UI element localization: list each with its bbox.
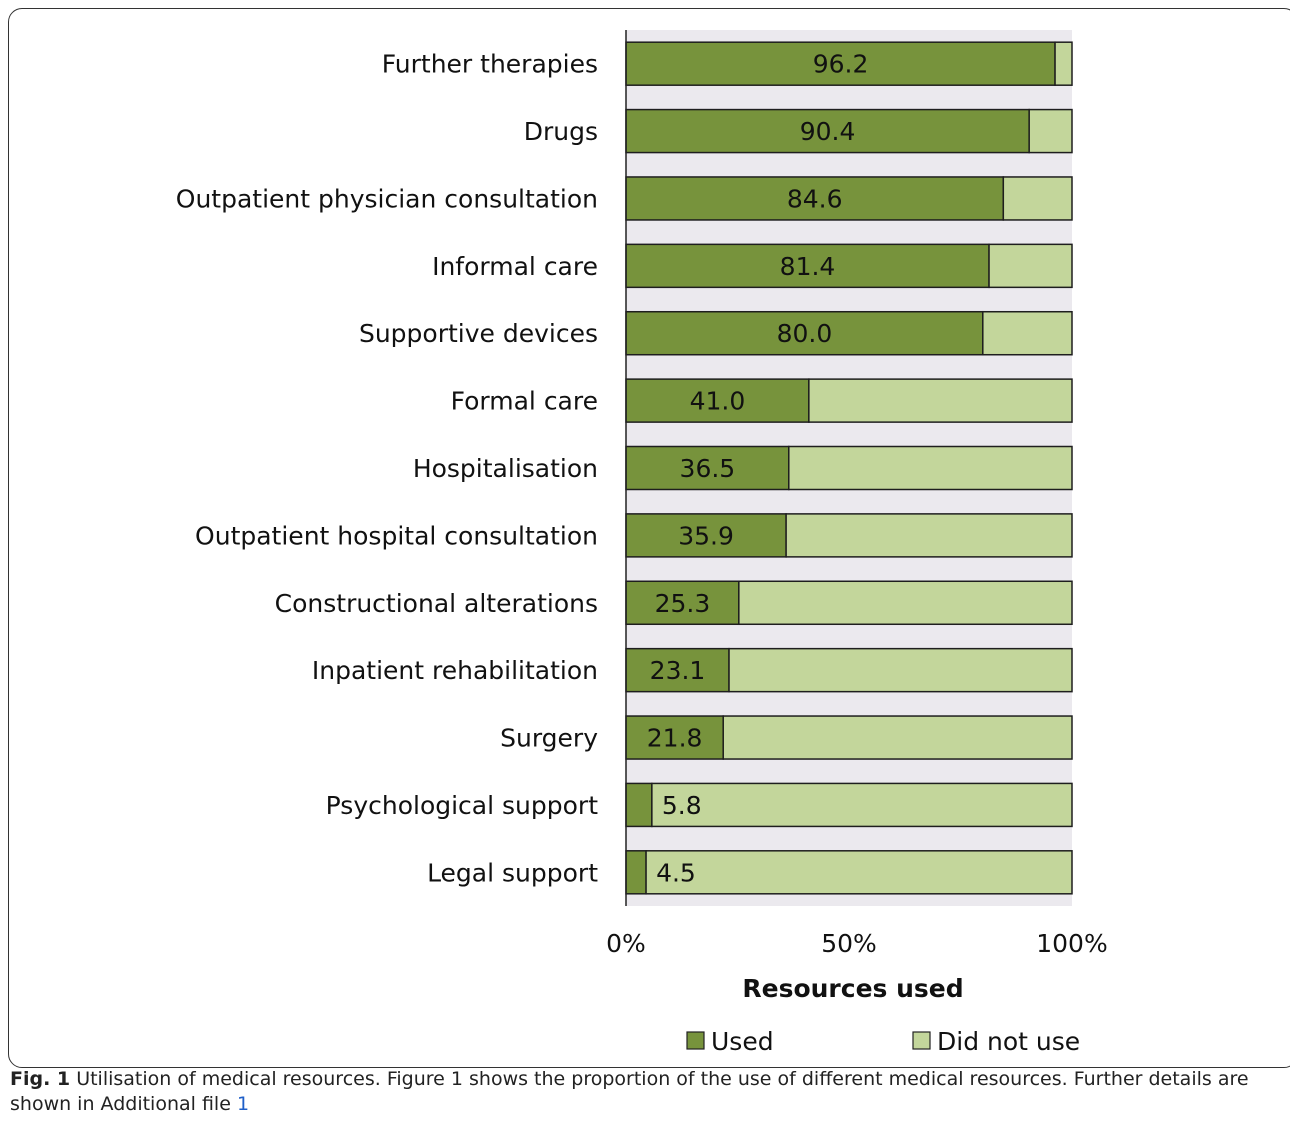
category-label: Hospitalisation bbox=[413, 454, 598, 483]
bar-did-not-use bbox=[728, 647, 1073, 693]
data-label: 81.4 bbox=[780, 252, 836, 281]
x-tick-label: 50% bbox=[821, 929, 877, 958]
category-label: Outpatient physician consultation bbox=[176, 184, 598, 213]
category-label: Outpatient hospital consultation bbox=[195, 521, 598, 550]
figure-frame bbox=[8, 8, 1290, 1068]
bar-used bbox=[625, 310, 984, 356]
bar-did-not-use bbox=[1054, 41, 1073, 86]
data-label: 25.3 bbox=[655, 589, 711, 618]
legend: Used Did not use bbox=[686, 1027, 1080, 1056]
x-tick-label: 100% bbox=[1036, 929, 1107, 958]
data-label: 35.9 bbox=[678, 521, 734, 550]
category-label: Supportive devices bbox=[359, 319, 598, 348]
bar-did-not-use bbox=[808, 378, 1073, 423]
category-label: Constructional alterations bbox=[275, 589, 598, 618]
caption-text: Utilisation of medical resources. Figure… bbox=[10, 1068, 1249, 1115]
category-label: Informal care bbox=[432, 252, 598, 281]
x-tick-label: 0% bbox=[606, 929, 646, 958]
data-label: 96.2 bbox=[813, 50, 869, 79]
data-label: 5.8 bbox=[662, 791, 702, 820]
bars-group: 96.2 90.4 84.6 81.4 80.0 41.0 36.5 35.9 25.3 23.1… bbox=[625, 41, 1073, 895]
bar-used bbox=[625, 176, 1005, 221]
data-label: 21.8 bbox=[647, 724, 703, 753]
data-label: 84.6 bbox=[787, 184, 843, 213]
data-label: 41.0 bbox=[690, 387, 746, 416]
data-label: 23.1 bbox=[650, 656, 706, 685]
bar-did-not-use bbox=[722, 715, 1073, 760]
caption-figure-label: Fig. 1 bbox=[10, 1068, 71, 1090]
bar-chart: 96.2 90.4 84.6 81.4 80.0 41.0 36.5 35.9 25.3 23.1… bbox=[176, 30, 1108, 1056]
bar-did-not-use bbox=[785, 513, 1073, 558]
bar-did-not-use bbox=[1002, 176, 1073, 221]
category-labels: Further therapies Drugs Outpatient physici… bbox=[176, 50, 598, 888]
legend-label: Did not use bbox=[937, 1027, 1080, 1056]
bar-did-not-use bbox=[1028, 108, 1073, 154]
category-label: Surgery bbox=[500, 724, 598, 753]
data-label: 4.5 bbox=[656, 858, 696, 887]
bar-did-not-use bbox=[738, 580, 1073, 626]
category-label: Psychological support bbox=[326, 791, 599, 820]
legend-swatch bbox=[912, 1031, 931, 1050]
category-label: Formal care bbox=[451, 387, 598, 416]
legend-swatch bbox=[686, 1031, 705, 1050]
bar-used bbox=[625, 782, 653, 828]
caption-link[interactable]: 1 bbox=[236, 1093, 250, 1115]
bar-did-not-use bbox=[651, 782, 1073, 828]
bar-used bbox=[625, 445, 790, 491]
data-label: 80.0 bbox=[777, 319, 833, 348]
bar-used bbox=[625, 850, 647, 895]
bar-used bbox=[625, 580, 740, 626]
bar-did-not-use bbox=[988, 243, 1073, 289]
bar-used bbox=[625, 647, 730, 693]
figure-caption: Fig. 1 Utilisation of medical resources.… bbox=[10, 1067, 1270, 1117]
data-label: 90.4 bbox=[800, 117, 856, 146]
legend-label: Used bbox=[711, 1027, 774, 1056]
bar-did-not-use bbox=[982, 310, 1073, 356]
bar-used bbox=[625, 41, 1056, 86]
category-label: Drugs bbox=[524, 117, 598, 146]
category-label: Further therapies bbox=[382, 50, 598, 79]
x-tick-labels: 0% 50% 100% bbox=[606, 929, 1108, 958]
bar-did-not-use bbox=[645, 850, 1073, 895]
bar-did-not-use bbox=[788, 445, 1073, 491]
category-label: Legal support bbox=[427, 858, 598, 887]
data-label: 36.5 bbox=[680, 454, 736, 483]
category-label: Inpatient rehabilitation bbox=[312, 656, 598, 685]
x-axis-title: Resources used bbox=[742, 974, 963, 1003]
